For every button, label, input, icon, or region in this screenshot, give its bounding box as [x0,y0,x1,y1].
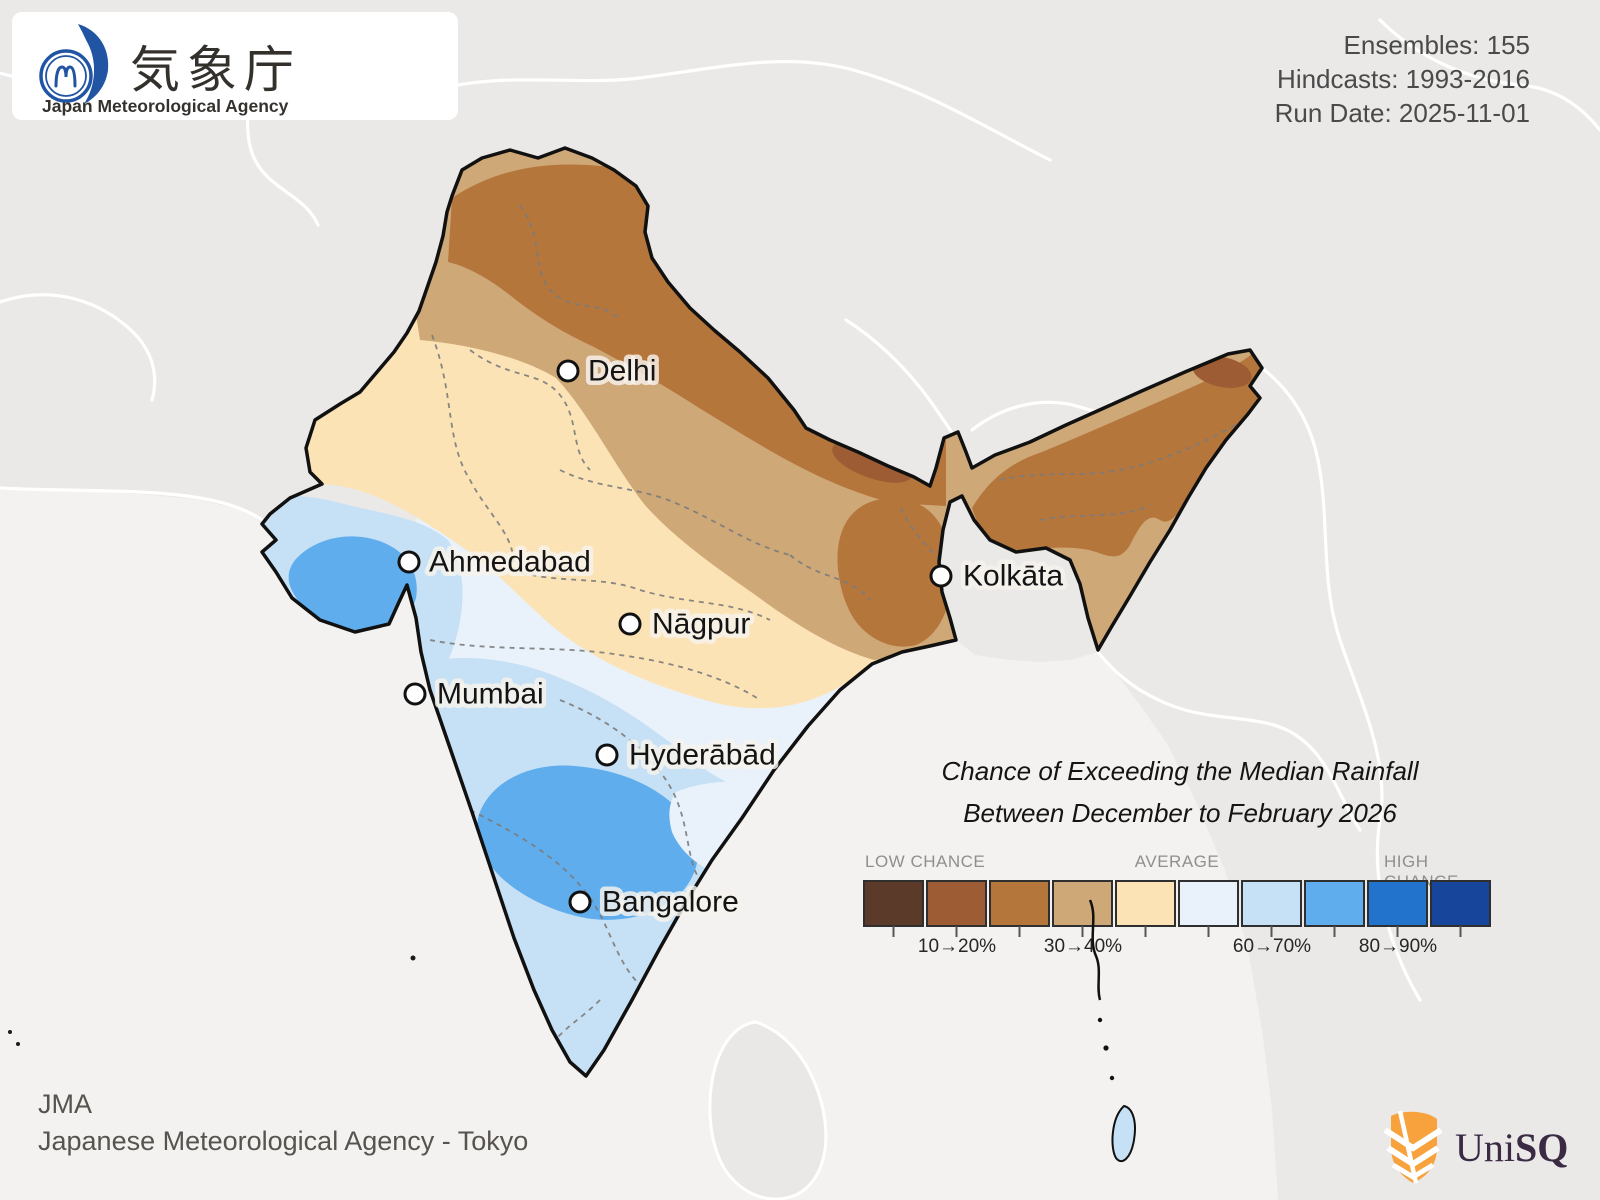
city-label-mumbai: Mumbai [437,678,544,711]
city-dot-hyderabad [595,743,619,767]
zone-darkbrown-spot-sikkim [832,441,912,483]
legend-average-label: AVERAGE [1134,852,1220,871]
unisq-shield-icon [1383,1110,1443,1184]
jma-logo-icon [39,24,109,104]
legend-title-line1: Chance of Exceeding the Median Rainfall [941,756,1419,786]
meta-ensembles: Ensembles: 155 [1343,30,1530,60]
meta-run-date: Run Date: 2025-11-01 [1274,98,1530,128]
unisq-wordmark-sq: SQ [1515,1124,1569,1170]
city-label-hyderabad: Hyderābād [629,739,776,772]
state-boundaries [429,204,1236,1051]
lakshadweep-islands [8,955,416,1046]
andaman-islands [1088,899,1136,1163]
city-label-ahmedabad: Ahmedabad [429,546,591,579]
sea [0,490,1278,1200]
legend-swatch-20-30 [989,880,1050,927]
legend-swatch-10-20 [926,880,987,927]
jma-logo-japanese-name: 気象庁 [130,42,301,98]
unisq-logo: UniSQ [1383,1108,1568,1186]
legend-swatch-90-100 [1430,880,1491,927]
footer-org-long: Japanese Meteorological Agency - Tokyo [38,1126,529,1156]
legend-swatch-60-70 [1241,880,1302,927]
city-ahmedabad: Ahmedabad [397,541,595,583]
legend-colorbar [863,880,1491,937]
city-dot-delhi [556,359,580,383]
legend-tick-label-80-90: 80→90% [1358,936,1438,957]
city-bangalore: Bangalore [568,881,743,923]
india-outline [260,146,1264,1078]
unisq-wordmark: UniSQ [1455,1124,1568,1171]
legend-tick-label-30-40: 30→40% [1043,936,1123,957]
meta-hindcasts: Hindcasts: 1993-2016 [1277,64,1530,94]
jma-logo-box: 気象庁 Japan Meteorological Agency [12,12,458,120]
city-label-delhi: Delhi [588,355,656,388]
city-nagpur: Nāgpur [618,603,755,645]
city-label-nagpur: Nāgpur [652,608,750,641]
legend-tick-label-60-70: 60→70% [1232,936,1312,957]
legend-swatch-70-80 [1304,880,1365,927]
nicobar-island [1111,1104,1136,1163]
city-mumbai: Mumbai [403,673,548,715]
run-metadata: Ensembles: 155 Hindcasts: 1993-2016 Run … [1275,28,1530,130]
zone-midblue-saurashtra [288,536,417,631]
sri-lanka [708,1020,828,1200]
legend-ticks [892,926,1462,937]
zone-brown-northeast [972,354,1262,557]
legend-swatch-80-90 [1367,880,1428,927]
legend-swatch-50-60 [1178,880,1239,927]
legend-swatch-0-10 [863,880,924,927]
footer-org-short: JMA [38,1089,92,1119]
legend-title: Chance of Exceeding the Median Rainfall … [850,750,1510,834]
zone-midblue-south-central [477,765,699,920]
unisq-wordmark-uni: Uni [1455,1124,1515,1170]
city-hyderabad: Hyderābād [595,734,780,776]
city-dot-bangalore [568,890,592,914]
legend-swatch-30-40 [1052,880,1113,927]
jma-logo-english-name: Japan Meteorological Agency [42,96,289,116]
city-label-kolkata: Kolkāta [963,560,1063,593]
city-markers: Delhi Ahmedabad Kolkāta Nāgpur Mumbai Hy… [397,350,1068,923]
zone-brown-kolkata-blob [837,498,953,647]
legend-low-chance-label: LOW CHANCE [865,852,986,871]
legend-title-line2: Between December to February 2026 [963,798,1397,828]
city-label-bangalore: Bangalore [602,886,739,919]
legend-tick-label-10-20: 10→20% [917,936,997,957]
city-kolkata: Kolkāta [929,555,1068,597]
footer-credit: JMA Japanese Meteorological Agency - Tok… [38,1086,528,1160]
city-dot-kolkata [929,564,953,588]
city-dot-nagpur [618,612,642,636]
city-delhi: Delhi [556,350,661,392]
city-dot-mumbai [403,682,427,706]
city-dot-ahmedabad [397,550,421,574]
